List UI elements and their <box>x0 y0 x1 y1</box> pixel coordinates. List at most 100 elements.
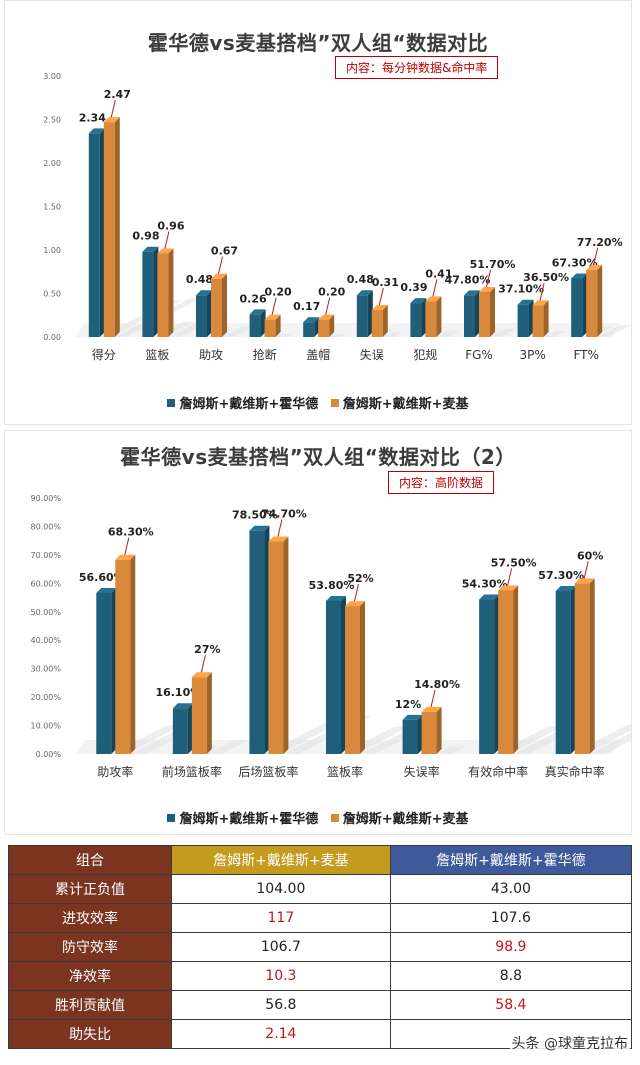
table-cell: 8.8 <box>389 961 633 991</box>
table-cell: 10.3 <box>171 961 391 991</box>
bar-side <box>260 309 266 337</box>
bar-side <box>543 300 549 337</box>
category-label: 得分 <box>92 347 116 361</box>
data-label: 54.30% <box>462 578 508 591</box>
leader-line <box>507 568 513 586</box>
table-row: 胜利贡献值 56.8 58.4 <box>8 990 633 1020</box>
leader-line <box>583 561 589 579</box>
leader-line <box>432 279 438 297</box>
bar-side <box>490 287 495 337</box>
leader-line <box>124 537 130 555</box>
bar-top <box>249 309 266 315</box>
table-header-row: 组合 詹姆斯+戴维斯+麦基 詹姆斯+戴维斯+霍华德 <box>8 845 633 875</box>
y-tick-label: 40.00% <box>30 636 61 645</box>
bar-top <box>356 290 373 296</box>
bar-top <box>402 714 423 720</box>
leader-line <box>430 689 436 708</box>
data-label: 0.96 <box>157 219 184 232</box>
data-label: 0.20 <box>265 286 292 299</box>
legend-swatch-a <box>167 813 176 822</box>
data-label: 57.50% <box>491 556 537 569</box>
bar-series-a <box>479 594 564 754</box>
bar-series-b <box>421 706 467 754</box>
bar-side <box>264 525 270 754</box>
category-label: FT% <box>573 348 598 361</box>
bar-shadow <box>490 328 517 337</box>
bar-side <box>222 273 227 337</box>
table-row: 累计正负值 104.00 43.00 <box>8 874 633 904</box>
leader-line <box>218 256 223 274</box>
bar-top <box>326 595 346 601</box>
bar-side <box>111 588 117 754</box>
category-label: 犯规 <box>413 347 437 361</box>
bar-side <box>436 296 442 337</box>
bar-side <box>329 314 335 337</box>
data-label: 74.70% <box>261 508 307 521</box>
bar-face <box>172 708 188 754</box>
bar-face <box>479 599 495 754</box>
bar-side <box>417 714 423 754</box>
bar-face <box>96 593 112 754</box>
bar-top <box>115 554 136 560</box>
bar-top <box>103 117 120 123</box>
data-label: 37.10% <box>498 283 544 296</box>
data-label: 0.17 <box>293 300 320 313</box>
category-label: 失误 <box>360 347 384 361</box>
bar-face <box>103 122 115 337</box>
bar-side <box>367 290 373 337</box>
bar-face <box>326 600 341 754</box>
bar-face <box>318 319 330 337</box>
bar-face <box>574 583 590 754</box>
bar-shadow <box>436 746 467 754</box>
bar-shadow <box>222 326 254 337</box>
data-label: 0.20 <box>318 286 345 299</box>
chart-legend: 詹姆斯+戴维斯+霍华德 詹姆斯+戴维斯+麦基 <box>5 393 631 412</box>
data-label: 77.20% <box>577 236 623 249</box>
bar-side <box>341 595 346 754</box>
bar-chart-advanced: 0.00% 10.00% 20.00% 30.00% 40.00% 50.00% 60.00… <box>30 494 631 779</box>
legend-label-b: 詹姆斯+戴维斯+麦基 <box>342 812 469 827</box>
category-label: 有效命中率 <box>468 764 528 779</box>
bar-face <box>586 269 598 337</box>
category-label: 抢断 <box>253 347 277 361</box>
data-label: 57.30% <box>538 569 584 582</box>
bar-series-a <box>326 595 410 754</box>
data-label: 0.31 <box>372 276 399 289</box>
leader-line <box>354 583 359 602</box>
bar-top <box>555 586 576 592</box>
data-label: 67.30% <box>552 256 598 269</box>
category-label: 后场篮板率 <box>238 764 298 779</box>
leader-line <box>593 247 599 265</box>
table-cell: 2.14 <box>171 1019 391 1049</box>
bar-face <box>464 295 475 337</box>
bar-face <box>196 295 207 337</box>
bar-chart-per-minute: 0.00 0.50 1.00 1.50 2.00 2.50 3.00 2.34 2.47 得分 0.… <box>43 72 631 361</box>
bar-top <box>571 273 588 279</box>
y-tick-label: 1.50 <box>43 203 61 212</box>
category-label: 前场篮板率 <box>162 764 222 779</box>
table-cell: 58.4 <box>389 990 633 1020</box>
bar-face <box>425 301 437 337</box>
bar-series-b <box>211 273 254 337</box>
data-label: 78.50% <box>232 509 278 522</box>
data-label: 60% <box>577 549 603 562</box>
data-label: 2.47 <box>104 88 131 101</box>
bar-top <box>425 296 442 302</box>
chart-title: 霍华德vs麦基搭档”双人组“数据对比（2） <box>120 445 516 469</box>
bar-top <box>479 594 500 600</box>
bar-top <box>157 248 174 254</box>
data-label: 16.10% <box>155 686 201 699</box>
bar-series-a <box>555 586 631 754</box>
table-cell: 胜利贡献值 <box>8 990 172 1020</box>
bar-face <box>142 251 154 337</box>
bar-face <box>303 322 315 337</box>
category-label: 助攻率 <box>97 764 133 779</box>
legend-label-b: 詹姆斯+戴维斯+麦基 <box>342 397 469 412</box>
chart-legend: 詹姆斯+戴维斯+霍华德 詹姆斯+戴维斯+麦基 <box>5 808 631 827</box>
y-tick-label: 0.00% <box>36 750 62 759</box>
bar-top <box>532 300 549 306</box>
leader-line <box>110 99 116 118</box>
table-cell: 净效率 <box>8 961 172 991</box>
bar-face <box>249 530 265 754</box>
table-cell: 56.8 <box>171 990 391 1020</box>
